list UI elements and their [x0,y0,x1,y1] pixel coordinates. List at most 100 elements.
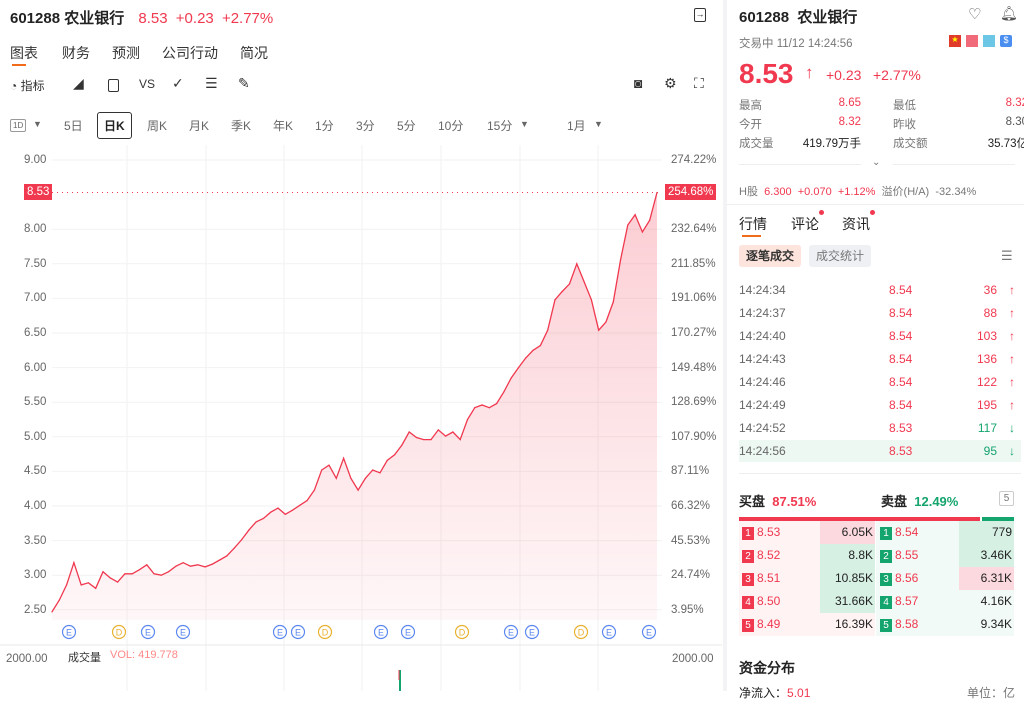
compare-button[interactable]: VS [139,77,156,91]
trend-icon[interactable]: ✓ [172,75,184,91]
ask-row[interactable]: 5 8.58 [880,613,918,636]
y-axis-tick-left: 3.50 [24,534,47,547]
earnings-event-marker[interactable] [140,624,156,640]
trade-row: 14:24:46 8.54 122 ↑ [739,371,1021,393]
layout-icon[interactable] [108,79,119,92]
period-weekly[interactable]: 周K [147,119,168,133]
price-point [452,431,454,433]
ask-row[interactable]: 3 8.56 [880,567,918,590]
ask-row[interactable]: 2 8.55 [880,544,918,567]
list-menu-icon[interactable]: ☰ [1001,248,1013,263]
chevron-down-icon[interactable]: ▼ [520,119,529,129]
earnings-event-marker[interactable] [503,624,519,640]
panel-divider[interactable] [723,0,727,691]
interval-select[interactable]: 1D [10,119,27,132]
price-point [401,444,403,446]
period-3min[interactable]: 3分 [356,119,375,133]
tab-forecast[interactable]: 预测 [112,45,140,61]
trade-price: 8.54 [889,375,913,389]
depth-select[interactable]: 5 [999,491,1014,506]
stock-title: 601288 农业银行 8.53 +0.23 +2.77% [10,7,273,28]
notification-dot [870,210,875,215]
period-5day[interactable]: 5日 [64,119,83,133]
chevron-down-icon[interactable]: ▼ [594,119,603,129]
ask-level-badge: 2 [880,550,892,563]
dividend-event-marker[interactable] [454,624,470,640]
event-marker-label: E [529,628,535,638]
earnings-event-marker[interactable] [601,624,617,640]
dividend-event-marker[interactable] [317,624,333,640]
heart-icon[interactable]: ♡ [968,6,982,23]
bid-row[interactable]: 4 8.50 [742,590,780,613]
tab-finance[interactable]: 财务 [62,45,90,61]
indicator-button[interactable]: ◔ 指标 [10,77,45,94]
period-daily[interactable]: 日K [97,112,132,139]
earnings-event-marker[interactable] [272,624,288,640]
period-10min[interactable]: 10分 [438,119,464,133]
ask-row[interactable]: 4 8.57 [880,590,918,613]
period-15min[interactable]: 15分 [487,119,513,133]
expand-chevron-icon[interactable]: ⌄ [872,157,881,168]
camera-icon[interactable]: ◙ [634,75,643,91]
settings-icon[interactable]: ⚙ [664,75,677,91]
list-icon[interactable]: ☰ [205,75,218,91]
volume-value: VOL: 419.778 [110,649,178,661]
subtab-market[interactable]: 行情 [739,216,767,232]
period-quarterly[interactable]: 季K [231,119,252,133]
bid-row[interactable]: 1 8.53 [742,521,780,544]
trade-price: 8.53 [889,444,913,458]
notification-dot [819,210,824,215]
earnings-event-marker[interactable] [290,624,306,640]
price-point [277,507,279,509]
ask-row[interactable]: 1 8.54 [880,521,918,544]
price-point [328,464,330,466]
bid-level-badge: 1 [742,527,754,540]
earnings-event-marker[interactable] [373,624,389,640]
y-axis-tick-left: 4.50 [24,465,47,478]
price-point [58,599,60,601]
stat-label: 昨收 [893,119,916,131]
arrow-up-icon: ↑ [1009,306,1015,320]
ask-level-badge: 5 [880,619,892,632]
period-yearly[interactable]: 年K [273,119,294,133]
bid-row[interactable]: 5 8.49 [742,613,780,636]
period-monthly[interactable]: 月K [189,119,210,133]
fullscreen-icon[interactable]: ⛶ [694,75,704,91]
price-point [124,573,126,575]
bid-row[interactable]: 2 8.52 [742,544,780,567]
trade-price: 8.54 [889,283,913,297]
price-point [408,431,410,433]
sell-label: 卖盘 [881,494,908,509]
bid-price: 8.53 [757,525,781,539]
period-5min[interactable]: 5分 [397,119,416,133]
bid-level-badge: 5 [742,619,754,632]
earnings-event-marker[interactable] [175,624,191,640]
earnings-event-marker[interactable] [524,624,540,640]
dividend-event-marker[interactable] [111,624,127,640]
chevron-down-icon[interactable]: ▼ [33,119,42,129]
earnings-event-marker[interactable] [61,624,77,640]
dividend-event-marker[interactable] [573,624,589,640]
period-1min[interactable]: 1分 [315,119,334,133]
chart-type-icon[interactable]: ◢ [73,75,84,91]
tick-trades-tab[interactable]: 逐笔成交 [739,245,801,267]
price-point [95,587,97,589]
earnings-event-marker[interactable] [400,624,416,640]
tab-corporate-actions[interactable]: 公司行动 [162,45,218,61]
price-point [532,349,534,351]
earnings-event-marker[interactable] [641,624,657,640]
tab-profile[interactable]: 简况 [240,45,268,61]
quote-change: +0.23 [826,67,862,83]
bid-row[interactable]: 3 8.51 [742,567,780,590]
price-point [379,472,381,474]
bid-volume-bar [820,567,875,590]
collapse-panel-icon[interactable]: → [694,8,706,22]
tab-chart[interactable]: 图表 [10,45,38,61]
subtab-comments[interactable]: 评论 [791,216,819,232]
trade-stats-tab[interactable]: 成交统计 [809,245,871,267]
range-select[interactable]: 1月 [567,119,586,133]
subtab-news[interactable]: 资讯 [842,216,870,232]
bell-icon[interactable]: 🔔︎ [1000,5,1018,21]
draw-pen-icon[interactable]: ✎ [238,75,250,91]
